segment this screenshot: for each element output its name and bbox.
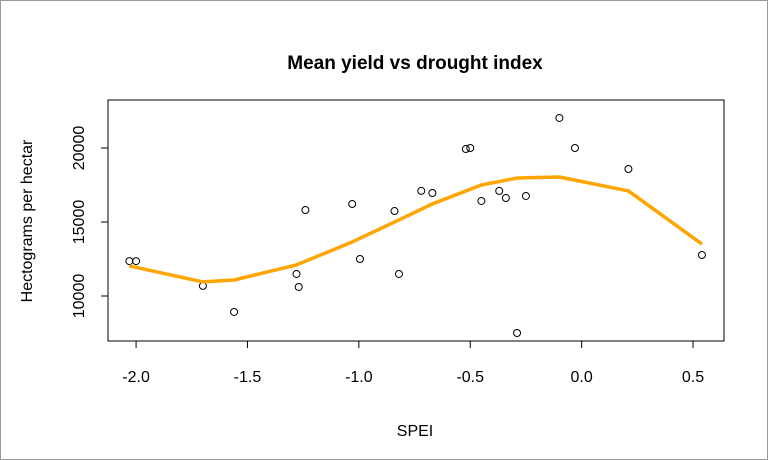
point — [292, 269, 301, 278]
point — [461, 145, 470, 154]
y-axis-label: Hectograms per hectar — [19, 139, 36, 302]
smooth-line — [129, 175, 703, 284]
chart-title: Mean yield vs drought index — [287, 53, 543, 74]
point — [501, 194, 510, 203]
x-tick-label: -0.5 — [456, 369, 484, 386]
y-tick-label: 20000 — [71, 126, 88, 171]
point — [521, 191, 530, 200]
point — [348, 199, 357, 208]
x-axis-label: SPEI — [397, 423, 433, 440]
x-tick-label: 0.0 — [571, 369, 593, 386]
y-tick-label: 15000 — [71, 200, 88, 245]
plot-box — [107, 99, 725, 342]
point — [570, 143, 579, 152]
point — [495, 186, 504, 195]
point — [390, 207, 399, 216]
point — [466, 143, 475, 152]
point — [301, 206, 310, 215]
point — [513, 328, 522, 337]
point — [624, 165, 633, 174]
y-tick-label: 10000 — [71, 274, 88, 319]
x-tick-label: -1.5 — [234, 369, 262, 386]
point — [477, 196, 486, 205]
point — [417, 186, 426, 195]
point — [428, 188, 437, 197]
point — [132, 257, 141, 266]
point — [394, 269, 403, 278]
point — [230, 307, 239, 316]
point — [697, 250, 706, 259]
x-tick-label: -2.0 — [122, 369, 150, 386]
point — [355, 254, 364, 263]
x-tick-label: -1.0 — [345, 369, 373, 386]
x-tick-label: 0.5 — [682, 369, 704, 386]
point — [294, 282, 303, 291]
point — [555, 113, 564, 122]
